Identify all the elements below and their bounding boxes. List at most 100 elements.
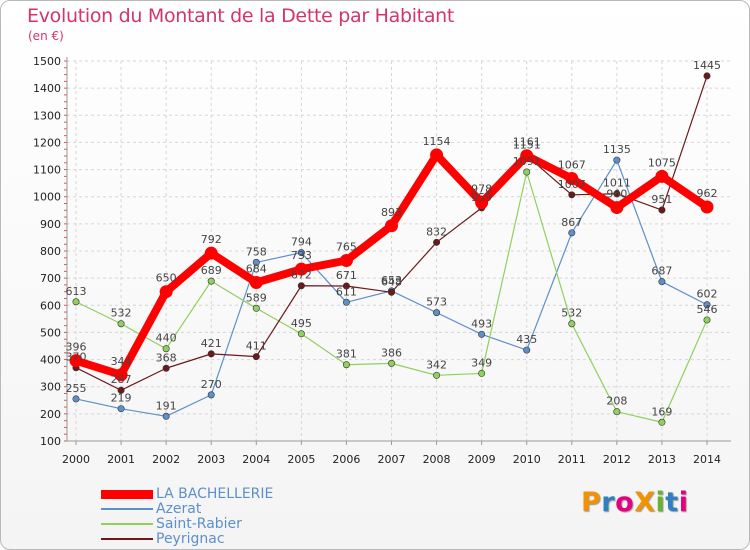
data-label-peyrignac: 832 <box>426 225 447 238</box>
data-point-la-bachellerie <box>475 196 489 210</box>
data-point-azerat <box>252 258 260 266</box>
x-tick-label: 2007 <box>378 453 406 466</box>
data-point-peyrignac <box>658 206 666 214</box>
data-label-peyrignac: 672 <box>291 269 312 282</box>
data-point-saint-rabier <box>297 330 305 338</box>
series-lines <box>69 72 714 426</box>
data-label-peyrignac: 1011 <box>603 177 631 190</box>
y-tick-label: 400 <box>40 354 61 367</box>
data-label-peyrignac: 671 <box>336 269 357 282</box>
axes <box>64 57 731 445</box>
data-point-peyrignac <box>162 364 170 372</box>
x-tick-label: 2013 <box>648 453 676 466</box>
data-point-la-bachellerie <box>339 254 353 267</box>
chart-title: Evolution du Montant de la Dette par Hab… <box>27 5 455 27</box>
y-tick-label: 1200 <box>33 136 61 149</box>
x-tick-label: 2001 <box>107 453 135 466</box>
data-label-peyrignac: 370 <box>66 351 87 364</box>
data-point-azerat <box>523 346 531 354</box>
data-point-la-bachellerie <box>204 246 218 260</box>
data-label-peyrignac: 1445 <box>693 59 721 72</box>
x-tick-label: 2010 <box>513 453 541 466</box>
y-tick-label: 800 <box>40 245 61 258</box>
data-label-azerat: 602 <box>697 288 718 301</box>
x-tick-label: 2002 <box>152 453 180 466</box>
data-label-la-bachellerie: 960 <box>606 188 627 201</box>
data-point-la-bachellerie <box>700 200 714 214</box>
data-label-la-bachellerie: 684 <box>246 262 267 275</box>
data-label-la-bachellerie: 792 <box>201 233 222 246</box>
logo-letter: r <box>601 487 616 518</box>
data-label-peyrignac: 421 <box>201 337 222 350</box>
data-point-azerat <box>117 405 125 413</box>
x-tick-label: 2005 <box>287 453 315 466</box>
data-label-azerat: 191 <box>156 399 177 412</box>
data-label-peyrignac: 368 <box>156 351 177 364</box>
data-label-saint-rabier: 386 <box>381 346 402 359</box>
data-point-azerat <box>72 395 80 403</box>
unit-label: (en €) <box>28 29 64 43</box>
data-point-azerat <box>207 391 215 399</box>
data-point-azerat <box>613 156 621 164</box>
logo-letter: i <box>678 487 689 518</box>
data-label-la-bachellerie: 1161 <box>513 136 541 149</box>
x-tick-label: 2011 <box>558 453 586 466</box>
data-label-peyrignac: 1007 <box>558 178 586 191</box>
data-point-azerat <box>433 309 441 317</box>
x-tick-label: 2009 <box>468 453 496 466</box>
data-point-azerat <box>478 330 486 338</box>
data-label-saint-rabier: 532 <box>561 307 582 320</box>
data-label-saint-rabier: 613 <box>66 285 87 298</box>
data-label-azerat: 573 <box>426 296 447 309</box>
y-tick-label: 900 <box>40 218 61 231</box>
data-label-azerat: 794 <box>291 236 312 249</box>
y-tick-label: 700 <box>40 272 61 285</box>
data-point-peyrignac <box>613 190 621 198</box>
data-label-la-bachellerie: 650 <box>156 272 177 285</box>
data-point-la-bachellerie <box>385 219 398 233</box>
data-label-azerat: 219 <box>111 392 132 405</box>
data-label-azerat: 270 <box>201 378 222 391</box>
data-point-peyrignac <box>252 353 260 361</box>
y-tick-label: 1000 <box>33 191 61 204</box>
y-tick-label: 1400 <box>33 82 61 95</box>
y-tick-label: 100 <box>40 435 61 448</box>
data-point-la-bachellerie <box>520 149 534 163</box>
data-label-la-bachellerie: 344 <box>111 355 132 368</box>
data-label-la-bachellerie: 733 <box>291 249 312 262</box>
data-point-peyrignac <box>117 386 125 394</box>
x-tick-label: 2003 <box>197 453 225 466</box>
data-label-azerat: 758 <box>246 245 267 258</box>
y-tick-label: 1500 <box>33 55 61 68</box>
legend-label: Azerat <box>156 501 202 517</box>
legend-label: LA BACHELLERIE <box>156 486 274 502</box>
logo-letter: o <box>615 487 635 518</box>
data-label-la-bachellerie: 1075 <box>648 156 676 169</box>
legend-swatch <box>101 490 153 499</box>
data-point-saint-rabier <box>117 320 125 328</box>
data-label-la-bachellerie: 396 <box>66 341 87 354</box>
data-point-azerat <box>297 249 305 257</box>
data-point-azerat <box>703 301 711 309</box>
proxiti-logo: ProXiti <box>581 487 688 518</box>
data-label-peyrignac: 951 <box>651 193 672 206</box>
data-point-saint-rabier <box>252 304 260 312</box>
data-label-azerat: 435 <box>516 333 537 346</box>
data-labels: 255 219 191 270 758 794 611 653 573 493 435 867 1135… <box>66 59 722 418</box>
data-point-saint-rabier <box>162 345 170 353</box>
data-label-azerat: 867 <box>561 216 582 229</box>
data-point-saint-rabier <box>478 369 486 377</box>
data-label-la-bachellerie: 893 <box>381 206 402 219</box>
data-label-azerat: 255 <box>66 382 87 395</box>
x-tick-label: 2014 <box>693 453 721 466</box>
data-point-la-bachellerie <box>159 285 173 299</box>
data-point-azerat <box>658 278 666 286</box>
data-point-la-bachellerie <box>610 201 624 215</box>
data-label-la-bachellerie: 1067 <box>558 159 586 172</box>
logo-letter: P <box>581 487 602 518</box>
x-tick-labels: 2000 2001 2002 2003 2004 2005 2006 2007 2008 2009… <box>62 453 721 466</box>
data-point-saint-rabier <box>613 408 621 416</box>
y-tick-labels: 100 200 300 400 500 600 700 800 900 1000 1100 1200 1… <box>33 55 61 448</box>
